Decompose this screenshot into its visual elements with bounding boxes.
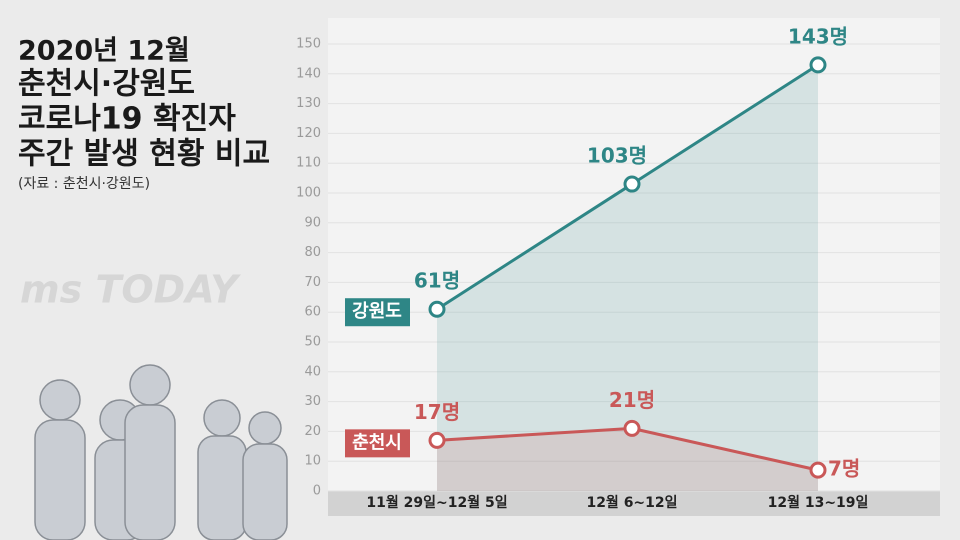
y-tick-label: 120: [296, 126, 321, 141]
value-label: 17명: [414, 400, 460, 424]
legend-box: [345, 429, 410, 458]
legend-label: 춘천시: [352, 432, 402, 453]
chart: 0 10 20 30 40 50 60 70 80 90 100 110 120 130 140 150 11월…: [296, 24, 940, 511]
title-line: 춘천시·강원도: [18, 67, 195, 102]
x-tick-label: 11월 29일~12월 5일: [366, 494, 507, 511]
title-line: 코로나19 확진자: [18, 102, 236, 137]
y-tick-label: 0: [313, 484, 321, 499]
legend-box: [345, 298, 410, 327]
y-tick-label: 150: [296, 37, 321, 52]
point: [428, 431, 446, 449]
point: [623, 175, 641, 193]
area: [437, 428, 818, 491]
y-tick-label: 140: [296, 66, 321, 81]
title-block: 2020년 12월 춘천시·강원도 코로나19 확진자 주간 발생 현황 비교: [18, 36, 270, 172]
y-tick-label: 50: [304, 335, 321, 350]
y-tick-label: 20: [304, 424, 321, 439]
x-tick-label: 12월 6~12일: [586, 494, 677, 511]
value-label: 7명: [828, 457, 860, 481]
category-band: [328, 491, 940, 516]
value-label: 61명: [414, 269, 460, 293]
title-line: 2020년 12월: [18, 36, 190, 67]
value-label: 103명: [587, 144, 647, 168]
y-tick-label: 30: [304, 394, 321, 409]
y-tick-label: 90: [304, 215, 321, 230]
plot-area: [328, 18, 940, 491]
y-tick-label: 60: [304, 305, 321, 320]
y-tick-label: 70: [304, 275, 321, 290]
legend-label: 강원도: [352, 301, 402, 322]
x-tick-label: 12월 13~19일: [768, 494, 869, 511]
point: [809, 461, 827, 479]
point: [809, 56, 827, 74]
source: (자료 : 춘천시·강원도): [18, 176, 150, 192]
illustration: [34, 364, 288, 540]
y-tick-label: 130: [296, 96, 321, 111]
y-tick-label: 80: [304, 245, 321, 260]
point: [428, 300, 446, 318]
point: [623, 419, 641, 437]
y-tick-label: 100: [296, 186, 321, 201]
title-line: 주간 발생 현황 비교: [18, 137, 270, 172]
value-label: 143명: [788, 24, 848, 48]
value-label: 21명: [609, 388, 655, 412]
y-tick-label: 10: [304, 454, 321, 469]
y-tick-label: 40: [304, 364, 321, 379]
y-tick-label: 110: [296, 156, 321, 171]
area: [437, 64, 818, 492]
watermark: ms TODAY: [20, 268, 241, 312]
